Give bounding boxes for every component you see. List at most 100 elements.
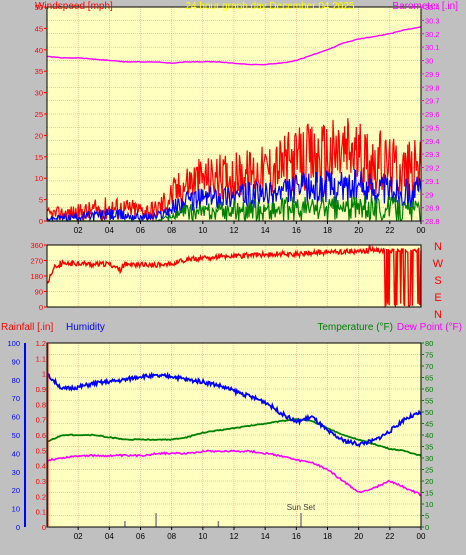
compass-label: N	[434, 309, 442, 321]
temp-panel-right-y-tick-label: 60	[425, 385, 433, 394]
humidity-y-tick-label: 10	[12, 505, 20, 514]
wind-average-series	[46, 168, 422, 223]
wind-panel-right-y-tick-label: 29.7	[425, 97, 440, 106]
wind-panel-right-y-tick-label: 29.4	[425, 137, 440, 146]
temp-panel-right-y-tick-label: 25	[425, 466, 433, 475]
wind-panel-x-tick-label: 20	[354, 226, 363, 235]
rain-y-tick-label: 0.8	[36, 400, 46, 409]
wind-panel-right-y-tick-label: 30.1	[425, 43, 440, 52]
wind-panel-right-y-tick-label: 29	[425, 190, 433, 199]
humidity-y-tick-label: 50	[12, 431, 20, 440]
temp-panel-x-tick-label: 10	[198, 532, 207, 541]
wind-panel-x-tick-label: 18	[323, 226, 332, 235]
rain-y-tick-label: 1	[42, 370, 46, 379]
wind-panel-left-y-tick-label: 10	[35, 174, 43, 183]
rain-y-tick-label: 0.5	[36, 446, 46, 455]
temp-panel-right-y-tick-label: 0	[425, 523, 429, 532]
direction-panel-left-y-tick-label: 270	[30, 257, 43, 266]
wind-panel-right-y-tick-label: 29.2	[425, 164, 440, 173]
temp-panel-x-tick-label: 22	[385, 532, 394, 541]
temp-panel-right-y-tick-label: 10	[425, 500, 433, 509]
temp-panel-right-y-tick-label: 45	[425, 420, 433, 429]
temp-panel-right-y-tick-label: 80	[425, 339, 433, 348]
temp-panel-right-y-tick-label: 15	[425, 489, 433, 498]
rain-y-tick-label: 0.3	[36, 477, 46, 486]
barometer-series	[47, 26, 422, 66]
wind-direction-series	[46, 244, 422, 309]
sunset-annotation: Sun Set	[287, 503, 316, 512]
temp-panel-right-y-tick-label: 30	[425, 454, 433, 463]
temp-panel-x-tick-label: 06	[136, 532, 145, 541]
wind-panel-x-tick-label: 16	[292, 226, 301, 235]
wind-panel-right-y-tick-label: 30	[425, 57, 433, 66]
temperature-axis-title: Temperature (°F)	[317, 322, 393, 333]
temp-panel-x-tick-label: 14	[261, 532, 270, 541]
humidity-y-tick-label: 70	[12, 394, 20, 403]
rain-y-tick-label: 0.1	[36, 508, 46, 517]
temp-panel-right-y-tick-label: 75	[425, 351, 433, 360]
wind-panel-x-tick-label: 10	[198, 226, 207, 235]
wind-panel-right-y-tick-label: 29.8	[425, 83, 440, 92]
wind-panel-right-y-tick-label: 30.2	[425, 30, 440, 39]
wind-panel-left-y-tick-label: 20	[35, 131, 43, 140]
wind-panel-x-tick-label: 12	[230, 226, 239, 235]
wind-panel-left-y-tick-label: 35	[35, 67, 43, 76]
temp-panel-x-tick-label: 08	[167, 532, 176, 541]
humidity-y-tick-label: 90	[12, 357, 20, 366]
compass-label: E	[434, 292, 441, 304]
temp-panel-right-y-tick-label: 50	[425, 408, 433, 417]
humidity-y-tick-label: 30	[12, 468, 20, 477]
temp-panel-right-y-tick-label: 55	[425, 397, 433, 406]
wind-panel-right-y-tick-label: 30.3	[425, 16, 440, 25]
temp-panel-x-tick-label: 16	[292, 532, 301, 541]
graph-date-title: 24 hour graph day December 04 2025	[185, 1, 354, 12]
wind-panel-left-y-tick-label: 50	[35, 3, 43, 12]
humidity-y-tick-label: 40	[12, 449, 20, 458]
barometer-axis-title: Barometer [.in]	[392, 1, 458, 12]
compass-label: S	[434, 275, 441, 287]
temp-panel-right-y-tick-label: 35	[425, 443, 433, 452]
wind-panel-right-y-tick-label: 28.9	[425, 204, 440, 213]
humidity-axis-title: Humidity	[66, 322, 105, 333]
temp-panel-right-y-tick-label: 70	[425, 362, 433, 371]
humidity-y-tick-label: 60	[12, 413, 20, 422]
wind-panel-right-y-tick-label: 29.5	[425, 123, 440, 132]
wind-panel-right-y-tick-label: 29.6	[425, 110, 440, 119]
rain-y-tick-label: 0.7	[36, 416, 46, 425]
wind-panel-right-y-tick-label: 30.4	[425, 3, 440, 12]
temp-panel-right-y-tick-label: 5	[425, 512, 429, 521]
rain-y-tick-label: 0.2	[36, 492, 46, 501]
humidity-y-tick-label: 20	[12, 486, 20, 495]
wind-panel-right-y-tick-label: 28.8	[425, 217, 440, 226]
wind-panel-x-tick-label: 08	[167, 226, 176, 235]
dew-point-axis-title: Dew Point (°F)	[397, 322, 462, 333]
dew-point-series	[46, 449, 422, 497]
rainfall-axis-title: Rainfall [.in]	[1, 322, 53, 333]
wind-panel-x-tick-label: 00	[417, 226, 426, 235]
humidity-y-tick-label: 80	[12, 376, 20, 385]
temp-panel-x-tick-label: 20	[354, 532, 363, 541]
direction-panel-left-y-tick-label: 360	[30, 241, 43, 250]
humidity-series	[46, 371, 422, 448]
wind-panel-right-y-tick-label: 29.9	[425, 70, 440, 79]
humidity-y-tick-label: 100	[7, 339, 20, 348]
temp-panel-x-tick-label: 12	[230, 532, 239, 541]
wind-panel-left-y-tick-label: 30	[35, 89, 43, 98]
wind-panel-left-y-tick-label: 45	[35, 24, 43, 33]
wind-panel-x-tick-label: 22	[385, 226, 394, 235]
rain-y-tick-label: 0.9	[36, 385, 46, 394]
direction-panel-left-y-tick-label: 90	[35, 288, 43, 297]
wind-panel-left-y-tick-label: 5	[39, 196, 43, 205]
rain-y-tick-label: 0.4	[36, 462, 46, 471]
temp-panel-right-y-tick-label: 40	[425, 431, 433, 440]
wind-panel-x-tick-label: 04	[105, 226, 114, 235]
direction-panel-left-y-tick-label: 0	[39, 303, 43, 312]
wind-panel-left-y-tick-label: 25	[35, 110, 43, 119]
wind-panel-x-tick-label: 14	[261, 226, 270, 235]
temp-panel-x-tick-label: 00	[417, 532, 426, 541]
humidity-y-tick-label: 0	[16, 523, 20, 532]
compass-label: N	[434, 241, 442, 253]
wind-panel-left-y-tick-label: 15	[35, 153, 43, 162]
